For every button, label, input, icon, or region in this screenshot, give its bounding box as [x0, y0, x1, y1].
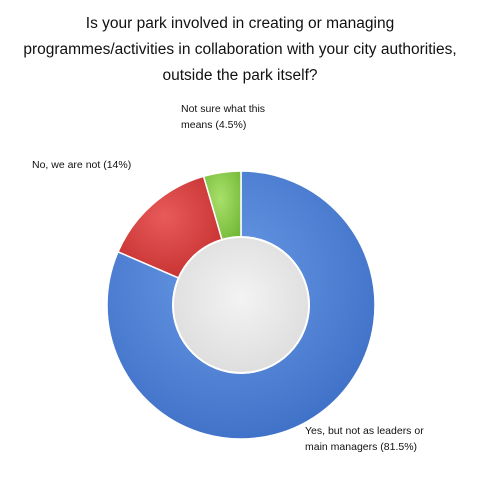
- slice-labels: Yes, but not as leaders or main managers…: [32, 103, 427, 453]
- chart-title-line: outside the park itself?: [162, 67, 317, 84]
- chart-title-line: programmes/activities in collaboration w…: [23, 41, 456, 58]
- donut-hole: [172, 236, 310, 374]
- chart-title-line: Is your park involved in creating or man…: [86, 15, 394, 32]
- chart-title: Is your park involved in creating or man…: [23, 15, 456, 84]
- slice-label-no: No, we are not (14%): [32, 159, 131, 171]
- slice-label-not-sure: Not sure what this means (4.5%): [181, 103, 268, 131]
- slice-label-yes: Yes, but not as leaders or main managers…: [305, 425, 427, 453]
